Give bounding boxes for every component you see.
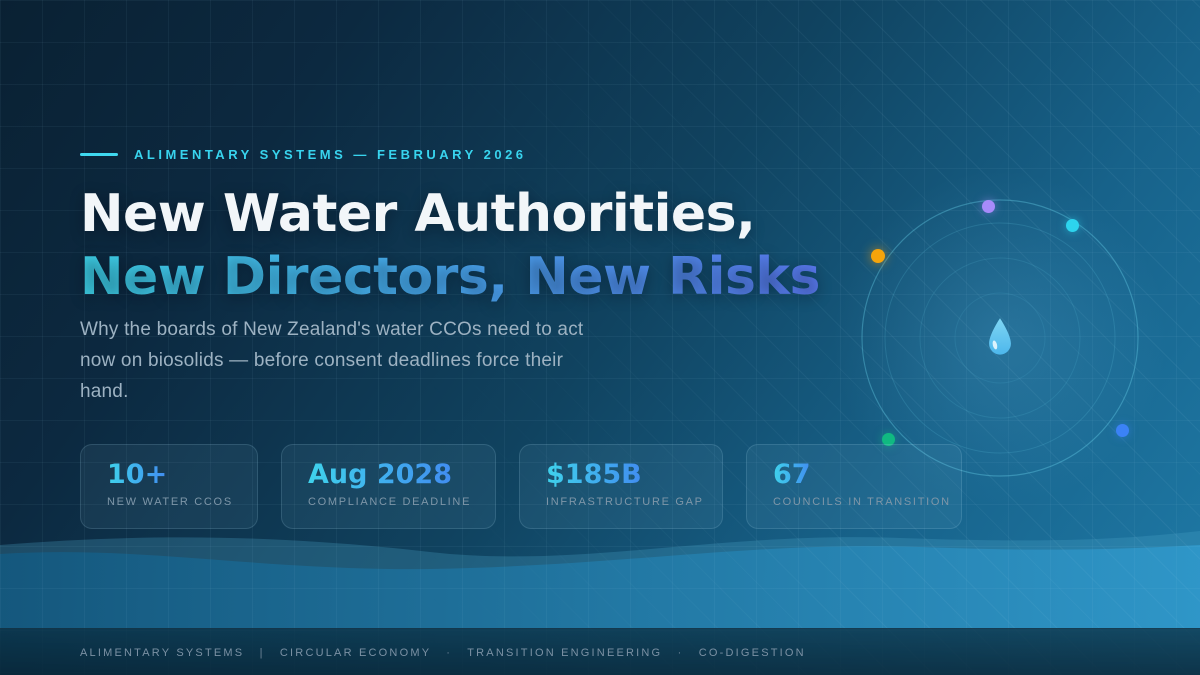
blue-dot xyxy=(1116,424,1129,437)
footer-separator: | xyxy=(259,646,265,659)
stats-row: 10+ NEW WATER CCOS Aug 2028 COMPLIANCE D… xyxy=(80,444,962,529)
footer-dot: · xyxy=(677,646,684,659)
stat-label: COUNCILS IN TRANSITION xyxy=(773,496,951,508)
stat-label: INFRASTRUCTURE GAP xyxy=(546,496,704,508)
cyan-dot xyxy=(1066,219,1079,232)
subtitle: Why the boards of New Zealand's water CC… xyxy=(80,314,583,407)
green-dot xyxy=(882,433,895,446)
stat-label: COMPLIANCE DEADLINE xyxy=(308,496,472,508)
subtitle-line-2: now on biosolids — before consent deadli… xyxy=(80,350,564,371)
title-line-1: New Water Authorities, xyxy=(80,184,756,244)
subtitle-line-3: hand. xyxy=(80,381,129,402)
page-title: New Water Authorities, New Directors, Ne… xyxy=(80,183,820,309)
footer-item-3: CO-DIGESTION xyxy=(698,646,806,659)
footer-text: ALIMENTARY SYSTEMS | CIRCULAR ECONOMY · … xyxy=(80,647,806,659)
stat-card-compliance-deadline: Aug 2028 COMPLIANCE DEADLINE xyxy=(281,444,496,529)
title-line-2: New Directors, New Risks xyxy=(80,247,820,307)
stat-card-councils-in-transition: 67 COUNCILS IN TRANSITION xyxy=(746,444,962,529)
kicker-label: ALIMENTARY SYSTEMS — FEBRUARY 2026 xyxy=(134,147,527,162)
footer-item-2: TRANSITION ENGINEERING xyxy=(467,646,663,659)
stat-label: NEW WATER CCOS xyxy=(107,496,233,508)
orbit-rings xyxy=(861,199,1139,477)
stat-card-infrastructure-gap: $185B INFRASTRUCTURE GAP xyxy=(519,444,723,529)
stat-card-new-water-ccos: 10+ NEW WATER CCOS xyxy=(80,444,258,529)
stat-value: $185B xyxy=(546,459,642,490)
water-drop-icon xyxy=(986,315,1014,360)
kicker: ALIMENTARY SYSTEMS — FEBRUARY 2026 xyxy=(80,147,527,162)
stat-value: Aug 2028 xyxy=(308,459,452,490)
stat-value: 10+ xyxy=(107,459,168,490)
subtitle-line-1: Why the boards of New Zealand's water CC… xyxy=(80,319,584,340)
orange-dot xyxy=(871,249,885,263)
footer-dot: · xyxy=(446,646,453,659)
kicker-accent-line xyxy=(80,153,118,156)
footer-item-1: CIRCULAR ECONOMY xyxy=(279,646,432,659)
stat-value: 67 xyxy=(773,459,811,490)
footer-brand: ALIMENTARY SYSTEMS xyxy=(80,646,245,659)
purple-dot xyxy=(982,200,995,213)
footer-band: ALIMENTARY SYSTEMS | CIRCULAR ECONOMY · … xyxy=(0,628,1200,675)
